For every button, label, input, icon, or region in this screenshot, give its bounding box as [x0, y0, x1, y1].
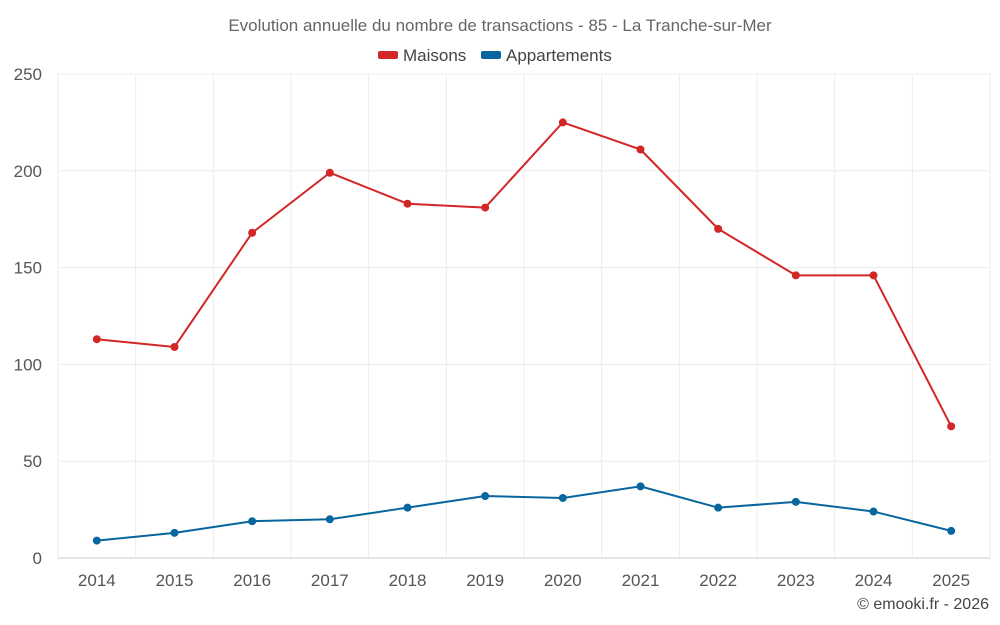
- x-tick-label: 2021: [622, 571, 660, 590]
- credit-text: © emooki.fr - 2026: [857, 596, 989, 613]
- y-tick-label: 0: [33, 549, 42, 568]
- data-point[interactable]: [248, 228, 257, 237]
- axes: 0 50 100 150 200 250 2014 2015 2016 2017 2018 2019 2…: [14, 65, 990, 590]
- data-point[interactable]: [403, 199, 412, 208]
- series-line: [96, 121, 953, 427]
- data-point[interactable]: [869, 271, 878, 280]
- x-tick-label: 2015: [156, 571, 194, 590]
- x-tick-label: 2019: [466, 571, 504, 590]
- x-tick-label: 2022: [699, 571, 737, 590]
- chart-title: Evolution annuelle du nombre de transact…: [228, 16, 772, 35]
- data-point[interactable]: [92, 536, 101, 545]
- legend: Maisons Appartements: [378, 46, 612, 65]
- grid: [57, 73, 991, 559]
- series-appartements: [92, 482, 956, 545]
- series-line: [96, 485, 952, 542]
- data-point[interactable]: [558, 118, 567, 127]
- data-point[interactable]: [714, 224, 723, 233]
- data-point[interactable]: [558, 493, 567, 502]
- series-maisons: [92, 118, 956, 431]
- x-tick-label: 2018: [389, 571, 427, 590]
- data-point[interactable]: [636, 145, 645, 154]
- data-point[interactable]: [170, 528, 179, 537]
- data-point[interactable]: [791, 497, 800, 506]
- x-tick-label: 2016: [233, 571, 271, 590]
- legend-item-maisons[interactable]: Maisons: [378, 46, 466, 65]
- x-tick-label: 2024: [855, 571, 893, 590]
- data-point[interactable]: [325, 515, 334, 524]
- series: [92, 118, 956, 545]
- legend-label-appartements: Appartements: [506, 46, 612, 65]
- data-point[interactable]: [403, 503, 412, 512]
- data-point[interactable]: [714, 503, 723, 512]
- x-tick-label: 2014: [78, 571, 116, 590]
- x-tick-label: 2017: [311, 571, 349, 590]
- data-point[interactable]: [92, 335, 101, 344]
- y-tick-label: 150: [14, 259, 42, 278]
- data-point[interactable]: [248, 517, 257, 526]
- y-tick-label: 200: [14, 162, 42, 181]
- data-point[interactable]: [636, 482, 645, 491]
- y-tick-label: 50: [23, 452, 42, 471]
- legend-label-maisons: Maisons: [403, 46, 466, 65]
- data-point[interactable]: [947, 422, 956, 431]
- x-tick-label: 2020: [544, 571, 582, 590]
- data-point[interactable]: [481, 203, 490, 212]
- x-tick-label: 2025: [932, 571, 970, 590]
- legend-swatch-maisons: [378, 51, 398, 59]
- y-tick-label: 100: [14, 355, 42, 374]
- x-tick-label: 2023: [777, 571, 815, 590]
- data-point[interactable]: [481, 492, 490, 501]
- data-point[interactable]: [869, 507, 878, 516]
- y-tick-label: 250: [14, 65, 42, 84]
- data-point[interactable]: [170, 342, 179, 351]
- legend-swatch-appartements: [481, 51, 501, 59]
- legend-item-appartements[interactable]: Appartements: [481, 46, 612, 65]
- data-point[interactable]: [325, 168, 334, 177]
- data-point[interactable]: [791, 271, 800, 280]
- data-point[interactable]: [947, 526, 956, 535]
